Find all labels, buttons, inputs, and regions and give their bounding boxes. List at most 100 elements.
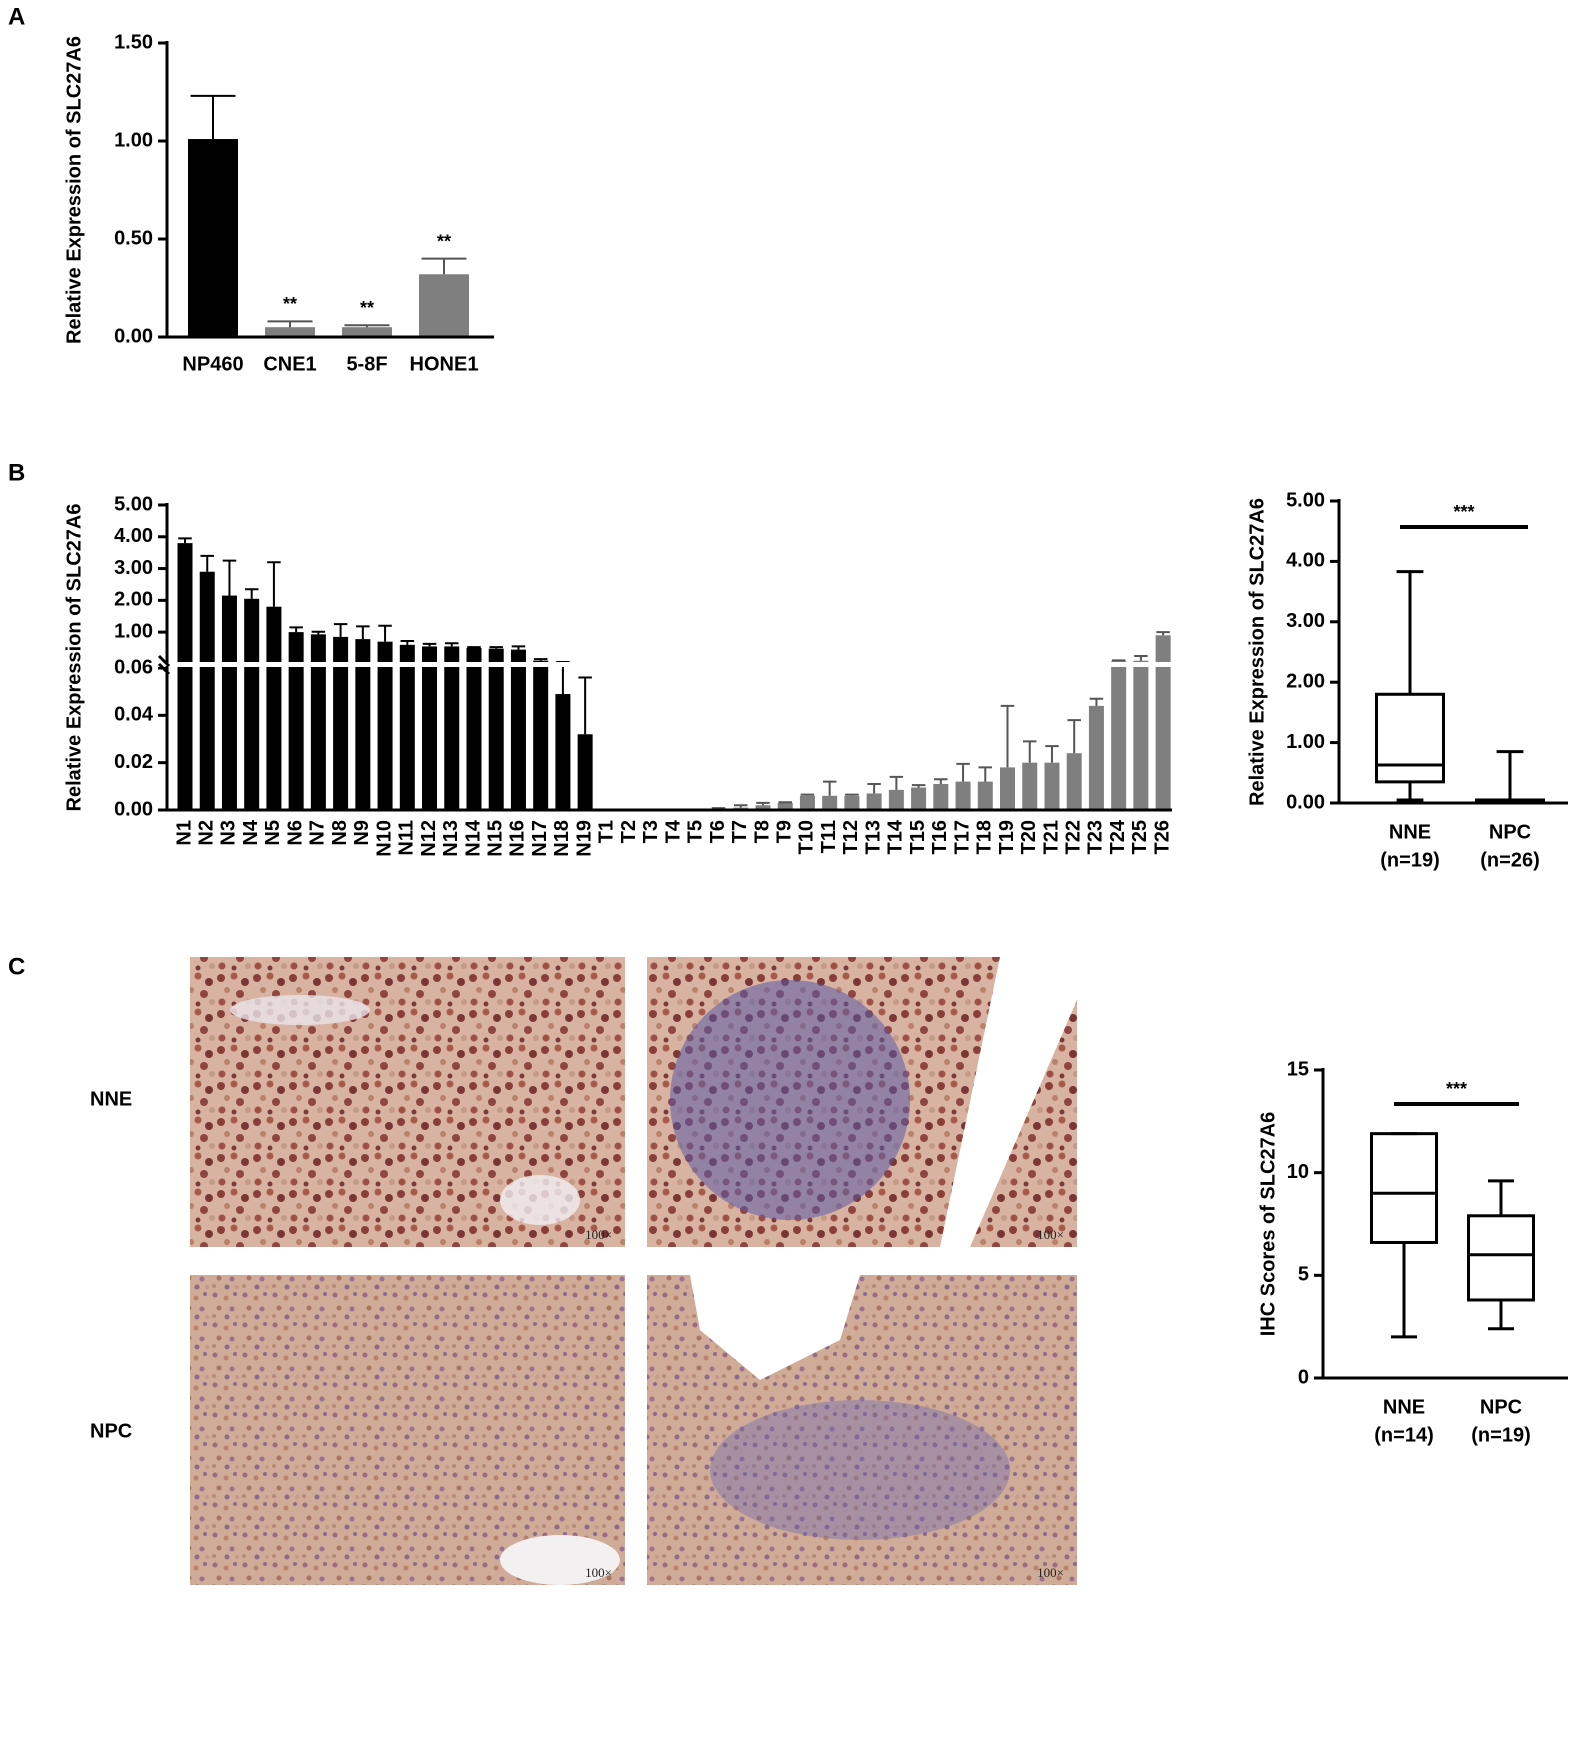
bar	[1044, 762, 1060, 810]
panel-label: C	[8, 953, 25, 980]
bar	[866, 793, 882, 810]
bar	[265, 327, 315, 337]
x-tick-label: HONE1	[410, 353, 479, 375]
box	[1375, 692, 1445, 784]
significance: **	[437, 231, 451, 251]
error-bar	[1111, 659, 1126, 662]
y-axis-label: Relative Expression of SLC27A6	[1246, 498, 1268, 806]
bar	[333, 636, 349, 810]
bar	[244, 598, 260, 810]
x-tick-label: N14	[462, 819, 484, 857]
error-bar	[778, 801, 792, 804]
error-bar	[267, 561, 281, 607]
y-tick-label: 3.00	[1286, 610, 1325, 632]
x-tick-label: N4	[240, 819, 262, 845]
x-tick-label: N9	[351, 820, 373, 846]
bar	[177, 543, 193, 810]
y-tick-label: 0.00	[114, 325, 153, 347]
error-bar	[445, 642, 459, 647]
x-tick-label: NP460	[182, 353, 243, 375]
error-bar	[1156, 631, 1170, 636]
bar	[266, 606, 282, 810]
error-bar	[190, 94, 236, 140]
bar	[555, 694, 571, 810]
significance: ***	[1453, 502, 1474, 522]
bar	[977, 781, 993, 810]
x-tick-label: 5-8F	[346, 353, 387, 375]
bar	[488, 648, 504, 810]
y-tick-label: 0.06	[114, 656, 153, 678]
x-tick-label: CNE1	[263, 353, 316, 375]
error-bar	[800, 793, 815, 796]
error-bar	[244, 588, 259, 599]
bar	[466, 648, 482, 810]
bar	[355, 639, 371, 810]
ihc-image	[190, 1275, 625, 1585]
axis-break-mark	[157, 662, 171, 676]
x-tick-label: T7	[729, 820, 751, 843]
error-bar	[756, 801, 770, 806]
y-tick-label: 0.04	[114, 704, 154, 726]
y-tick-label: 3.00	[114, 557, 153, 579]
x-tick-label: T15	[907, 820, 929, 854]
bar	[755, 805, 771, 810]
axis-break-mark	[157, 654, 171, 668]
x-tick-label: N10	[373, 820, 395, 857]
error-bar	[422, 642, 437, 647]
bar	[221, 595, 237, 810]
error-bar	[400, 640, 415, 645]
y-tick-label: 2.00	[1286, 670, 1325, 692]
x-tick-label: NPC	[1489, 821, 1531, 843]
y-tick-label: 0.50	[114, 227, 153, 249]
box	[1467, 1214, 1535, 1302]
tissue-feature	[940, 957, 1077, 1247]
x-tick-label: T14	[885, 819, 907, 854]
x-tick-label: N11	[396, 820, 418, 856]
bar	[1111, 661, 1127, 810]
error-bar	[734, 804, 748, 808]
x-tick-label: T22	[1062, 820, 1084, 854]
bar	[577, 734, 593, 810]
x-tick-label: T5	[685, 820, 707, 843]
x-tick-label: T23	[1085, 820, 1107, 854]
error-bar	[1000, 704, 1015, 768]
x-tick-label: T20	[1018, 820, 1040, 854]
x-tick-label: T18	[974, 820, 996, 854]
row-label: NNE	[90, 1088, 132, 1110]
bar	[933, 783, 949, 810]
x-tick-label: T21	[1040, 820, 1062, 854]
bar	[310, 634, 326, 810]
error-bar	[956, 762, 970, 782]
bar	[399, 644, 415, 810]
x-tick-label: T3	[640, 820, 662, 843]
y-tick-label: 5.00	[1286, 489, 1325, 511]
x-tick-label: N16	[507, 820, 529, 857]
y-tick-label: 0.00	[114, 798, 153, 820]
y-axis-label: IHC Scores of SLC27A6	[1257, 1112, 1279, 1337]
x-tick-label: T8	[751, 820, 773, 843]
y-tick-label: 15	[1287, 1058, 1309, 1080]
x-tick-label: T16	[929, 820, 951, 854]
tissue-feature	[500, 1535, 620, 1585]
y-tick-label: 5	[1298, 1264, 1309, 1286]
bar	[422, 646, 438, 810]
tissue-feature	[690, 1275, 860, 1380]
x-tick-label: T2	[618, 820, 640, 843]
x-tick-label: T19	[996, 820, 1018, 854]
magnification: 100×	[585, 1565, 612, 1580]
x-tick-label: T4	[662, 819, 684, 843]
y-tick-label: 0.00	[1286, 791, 1325, 813]
y-tick-label: 1.00	[114, 620, 153, 642]
error-bar	[845, 793, 859, 796]
error-bar	[467, 646, 481, 649]
error-bar	[333, 623, 348, 637]
y-tick-label: 10	[1287, 1161, 1309, 1183]
box	[1370, 1132, 1438, 1244]
y-tick-label: 0	[1298, 1366, 1309, 1388]
x-tick-label: N15	[485, 820, 507, 857]
error-bar	[889, 775, 904, 790]
x-tick-sublabel: (n=26)	[1480, 849, 1539, 871]
significance: **	[360, 298, 374, 318]
tissue-feature	[710, 1400, 1010, 1540]
